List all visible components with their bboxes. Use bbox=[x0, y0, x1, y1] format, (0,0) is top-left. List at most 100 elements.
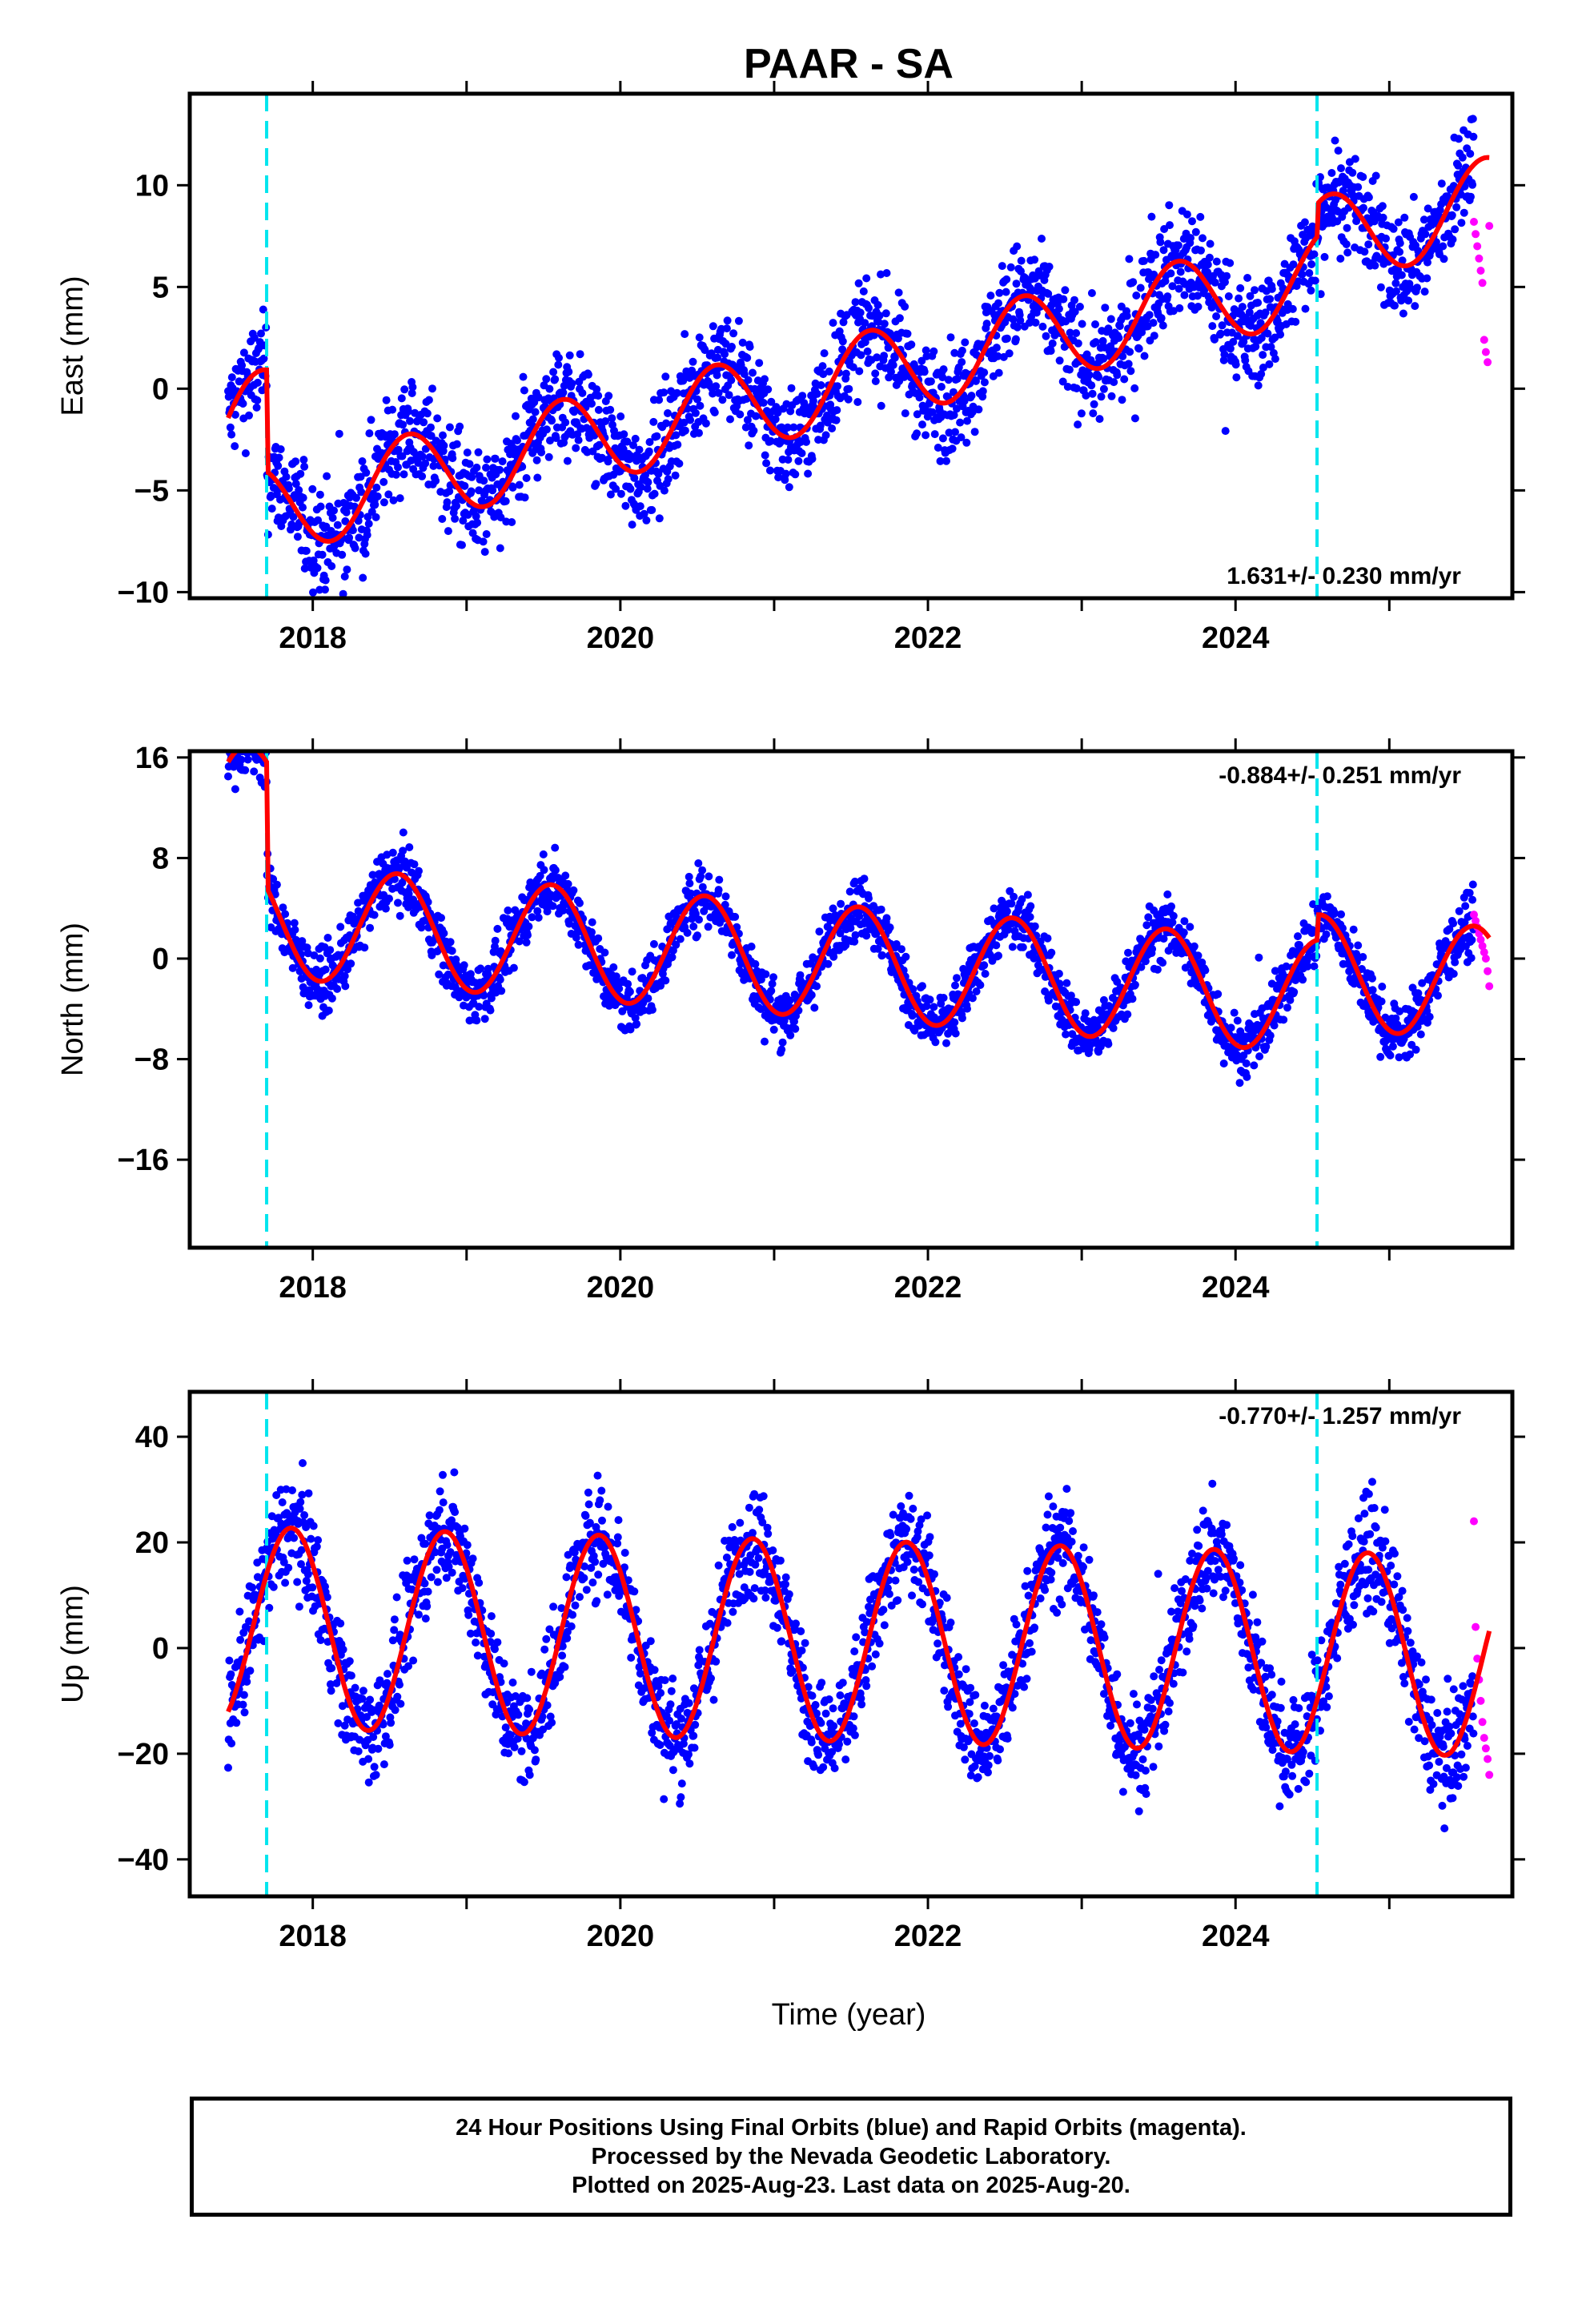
data-point bbox=[480, 991, 488, 1000]
data-point bbox=[476, 964, 485, 973]
data-point bbox=[1364, 193, 1373, 202]
data-point bbox=[1350, 979, 1359, 988]
data-point bbox=[1055, 979, 1064, 988]
data-point bbox=[865, 894, 873, 903]
data-point bbox=[705, 872, 713, 881]
data-point bbox=[531, 408, 540, 416]
data-point bbox=[339, 1645, 347, 1654]
data-point bbox=[816, 421, 825, 430]
data-point bbox=[1226, 344, 1235, 353]
data-point bbox=[1072, 998, 1081, 1007]
data-point bbox=[781, 469, 790, 478]
data-point bbox=[487, 994, 496, 1003]
data-point bbox=[389, 496, 398, 505]
data-point bbox=[300, 1511, 309, 1519]
data-point bbox=[882, 269, 891, 277]
data-point bbox=[921, 346, 930, 355]
data-point bbox=[312, 1542, 321, 1551]
data-point bbox=[640, 509, 648, 518]
data-point bbox=[1120, 375, 1129, 384]
data-point bbox=[1395, 1053, 1403, 1062]
data-point bbox=[1081, 1009, 1090, 1018]
data-point bbox=[229, 742, 237, 750]
data-point bbox=[390, 1626, 399, 1634]
data-point bbox=[1246, 292, 1255, 300]
data-point bbox=[379, 498, 388, 507]
data-point bbox=[226, 423, 235, 432]
data-point bbox=[594, 405, 603, 414]
data-point bbox=[1439, 255, 1448, 263]
data-point bbox=[681, 330, 689, 339]
data-point bbox=[594, 392, 603, 400]
y-tick-label: −5 bbox=[135, 474, 169, 508]
data-point bbox=[1002, 334, 1011, 343]
data-point bbox=[686, 889, 695, 898]
data-point bbox=[1168, 918, 1177, 927]
data-point bbox=[604, 457, 612, 466]
data-point bbox=[698, 866, 707, 875]
data-point bbox=[921, 431, 930, 440]
y-tick-label: 5 bbox=[152, 271, 169, 304]
data-point bbox=[1310, 962, 1319, 971]
data-point bbox=[675, 459, 684, 468]
data-point bbox=[1395, 239, 1404, 247]
data-point bbox=[1413, 1023, 1422, 1031]
data-point bbox=[474, 448, 483, 456]
data-point bbox=[813, 982, 821, 991]
data-point bbox=[894, 288, 903, 297]
data-point bbox=[769, 973, 777, 982]
velocity-rate-label: -0.884+/- 0.251 mm/yr bbox=[1219, 762, 1461, 789]
data-point bbox=[452, 440, 461, 448]
data-point bbox=[807, 991, 816, 999]
data-point bbox=[309, 588, 317, 597]
data-point bbox=[1118, 396, 1126, 404]
data-point bbox=[903, 329, 912, 338]
data-point bbox=[460, 961, 468, 970]
data-point bbox=[251, 722, 259, 730]
data-point bbox=[1139, 256, 1148, 265]
panel-frame bbox=[187, 91, 1515, 601]
data-point bbox=[1153, 965, 1162, 974]
rapid-point bbox=[1476, 267, 1485, 275]
data-point bbox=[327, 1687, 335, 1695]
data-point bbox=[660, 486, 669, 495]
data-point bbox=[1157, 314, 1166, 323]
data-point bbox=[225, 1656, 234, 1665]
data-point bbox=[980, 961, 989, 970]
data-point bbox=[1018, 943, 1027, 951]
data-point bbox=[1289, 260, 1298, 269]
data-point bbox=[332, 1679, 341, 1687]
data-point bbox=[1002, 275, 1011, 283]
data-point bbox=[849, 363, 857, 372]
data-point bbox=[736, 410, 745, 419]
data-point bbox=[324, 1006, 333, 1015]
data-point bbox=[345, 1657, 354, 1666]
data-point bbox=[565, 351, 574, 360]
data-point bbox=[1059, 295, 1068, 304]
data-point bbox=[853, 398, 862, 406]
data-point bbox=[980, 378, 989, 387]
data-point bbox=[785, 996, 794, 1005]
data-point bbox=[390, 430, 399, 439]
data-point bbox=[1227, 1023, 1235, 1032]
data-point bbox=[689, 357, 697, 366]
data-point bbox=[833, 382, 841, 391]
data-point bbox=[493, 924, 502, 933]
data-point bbox=[1400, 213, 1409, 222]
data-point bbox=[1166, 269, 1175, 278]
data-point bbox=[791, 1024, 800, 1033]
data-point bbox=[374, 1744, 383, 1753]
data-point bbox=[1468, 880, 1477, 889]
y-tick-label: 16 bbox=[135, 742, 169, 775]
data-point bbox=[1307, 286, 1315, 295]
data-point bbox=[694, 859, 703, 867]
data-point bbox=[630, 473, 639, 482]
data-point bbox=[757, 975, 765, 984]
data-point bbox=[817, 381, 825, 389]
data-point bbox=[392, 1593, 401, 1602]
y-tick-label: 10 bbox=[135, 169, 169, 203]
data-point bbox=[1128, 995, 1137, 1003]
data-point bbox=[1288, 304, 1297, 313]
data-point bbox=[259, 354, 268, 363]
data-point bbox=[1063, 383, 1072, 391]
